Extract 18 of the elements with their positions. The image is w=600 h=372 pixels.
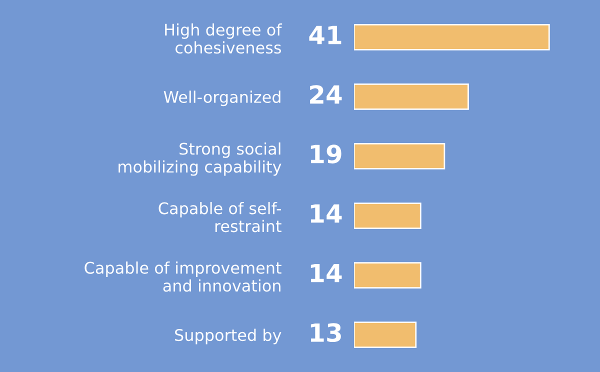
y-tick-label: Capable of improvement and innovation bbox=[84, 261, 282, 292]
bar bbox=[354, 84, 469, 110]
bar bbox=[354, 143, 446, 170]
data-label: 14 bbox=[310, 204, 342, 223]
bar bbox=[354, 322, 417, 348]
y-tick-label: Well-organized bbox=[164, 90, 280, 106]
bar bbox=[354, 262, 422, 288]
data-label: 13 bbox=[310, 323, 341, 342]
data-label: 41 bbox=[309, 26, 342, 44]
y-tick-label: High degree of cohesiveness bbox=[165, 23, 282, 54]
bar bbox=[354, 24, 550, 50]
y-tick-label: Capable of self- restraint bbox=[158, 202, 282, 232]
data-label: 14 bbox=[310, 264, 342, 282]
y-tick-label: Strong social mobilizing capability bbox=[118, 142, 282, 176]
y-tick-label: Supported by bbox=[175, 328, 282, 344]
data-label: 19 bbox=[310, 144, 342, 164]
bar bbox=[354, 202, 422, 229]
data-label: 24 bbox=[310, 85, 342, 104]
